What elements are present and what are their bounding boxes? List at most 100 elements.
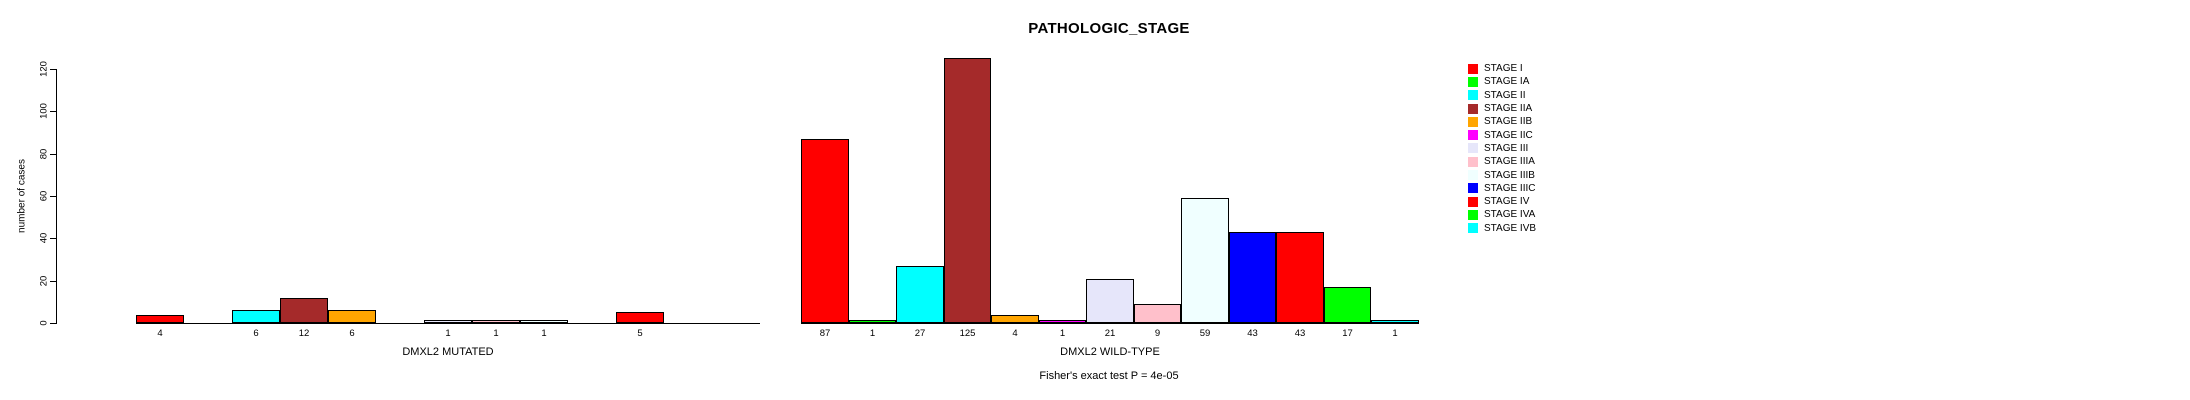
bar-stage-iv [616,312,664,323]
bar-value-label: 12 [298,328,310,339]
y-tick-label: 40 [38,233,50,244]
bar-value-label: 21 [1104,328,1116,339]
bar-value-label: 125 [959,328,976,339]
legend-label: STAGE IIIC [1484,182,1536,194]
y-tick-label: 20 [38,275,50,286]
legend-swatch-icon [1468,143,1478,154]
y-tick-label: 100 [38,103,50,120]
legend-item: STAGE IV [1468,195,1536,208]
bar-value-label: 6 [253,328,259,339]
bar-stage-ii [896,266,944,323]
bar-value-label: 1 [1059,328,1066,339]
bar-stage-iib [991,315,1039,323]
bar-stage-iia [944,58,991,323]
legend-item: STAGE IIIC [1468,182,1536,195]
bar-value-label: 5 [637,328,643,339]
bar-stage-ivb [1371,320,1419,323]
y-tick-label: 60 [38,190,50,202]
bar-stage-iiia [472,320,520,323]
bar-value-label: 87 [819,328,831,339]
legend-label: STAGE IIA [1484,103,1533,115]
legend-swatch-icon [1468,116,1478,127]
bar-stage-iic [1039,320,1086,323]
bar-value-label: 43 [1247,328,1258,339]
bar-stage-iib [328,310,376,323]
y-tick-label: 120 [38,61,50,77]
x-axis-baseline [801,323,1419,324]
bar-stage-iv [1276,232,1324,323]
legend-item: STAGE IIIA [1468,155,1536,168]
legend-item: STAGE II [1468,89,1536,102]
legend-label: STAGE IVA [1484,209,1536,221]
legend-swatch-icon [1468,156,1478,167]
bar-stage-iva [1324,287,1371,323]
legend-item: STAGE III [1468,142,1536,155]
legend-item: STAGE IIB [1468,115,1536,128]
bar-stage-iiib [1181,198,1229,323]
bar-stage-i [136,315,184,323]
bar-value-label: 43 [1294,328,1306,339]
legend-item: STAGE IIA [1468,102,1536,115]
y-tick [50,323,56,324]
bar-stage-i [801,139,849,323]
bar-stage-iiic [1229,232,1276,323]
bar-value-label: 1 [493,328,499,339]
y-tick [50,111,56,113]
legend-item: STAGE I [1468,62,1536,75]
legend-label: STAGE IIIA [1484,156,1535,168]
x-axis-label-wildtype: DMXL2 WILD-TYPE [1060,346,1160,358]
legend-item: STAGE IIIB [1468,168,1536,181]
x-axis-baseline [136,323,760,324]
legend-item: STAGE IVB [1468,222,1536,235]
legend-swatch-icon [1468,196,1478,207]
legend-item: STAGE IIC [1468,128,1536,141]
bar-stage-iiia [1134,304,1181,323]
bar-value-label: 1 [1392,328,1398,339]
x-axis-label-mutated: DMXL2 MUTATED [402,346,494,358]
bar-value-label: 1 [445,328,451,339]
bar-stage-iiib [520,320,568,323]
bar-stage-ii [232,310,280,323]
y-axis-title: number of cases [16,159,28,233]
bar-value-label: 1 [869,328,876,339]
y-axis-line [56,69,57,324]
bar-value-label: 4 [1012,328,1018,339]
legend-label: STAGE IV [1484,196,1530,208]
bar-value-label: 6 [349,328,355,339]
bar-stage-iia [280,298,328,323]
legend-swatch-icon [1468,223,1478,234]
legend-item: STAGE IVA [1468,208,1536,221]
legend-item: STAGE IA [1468,75,1536,88]
legend-label: STAGE I [1484,63,1523,75]
legend-swatch-icon [1468,76,1478,87]
y-tick-label: 80 [38,148,50,159]
y-tick [50,153,56,155]
legend-swatch-icon [1468,63,1478,74]
bar-value-label: 4 [157,328,163,339]
legend-label: STAGE IIB [1484,116,1533,128]
bar-stage-iii [1086,279,1134,323]
legend-label: STAGE II [1484,89,1526,101]
bar-stage-iii [424,320,472,323]
legend-swatch-icon [1468,183,1478,194]
legend-label: STAGE IIIB [1484,169,1535,181]
legend-label: STAGE IIC [1484,129,1533,141]
y-tick [50,196,56,197]
y-tick [50,280,56,282]
legend-label: STAGE IA [1484,76,1530,88]
legend-label: STAGE III [1484,142,1529,154]
bar-value-label: 17 [1342,328,1353,339]
y-tick [50,238,56,240]
y-tick [50,69,56,70]
bar-value-label: 9 [1154,328,1161,339]
legend-swatch-icon [1468,209,1478,220]
fisher-test-annotation: Fisher's exact test P = 4e-05 [1039,370,1179,382]
legend-label: STAGE IVB [1484,222,1537,234]
bar-stage-ia [849,320,896,323]
chart-title: PATHOLOGIC_STAGE [1028,20,1190,37]
bar-value-label: 1 [541,328,547,339]
legend-swatch-icon [1468,103,1478,114]
bar-value-label: 59 [1199,328,1211,339]
legend-swatch-icon [1468,130,1478,141]
